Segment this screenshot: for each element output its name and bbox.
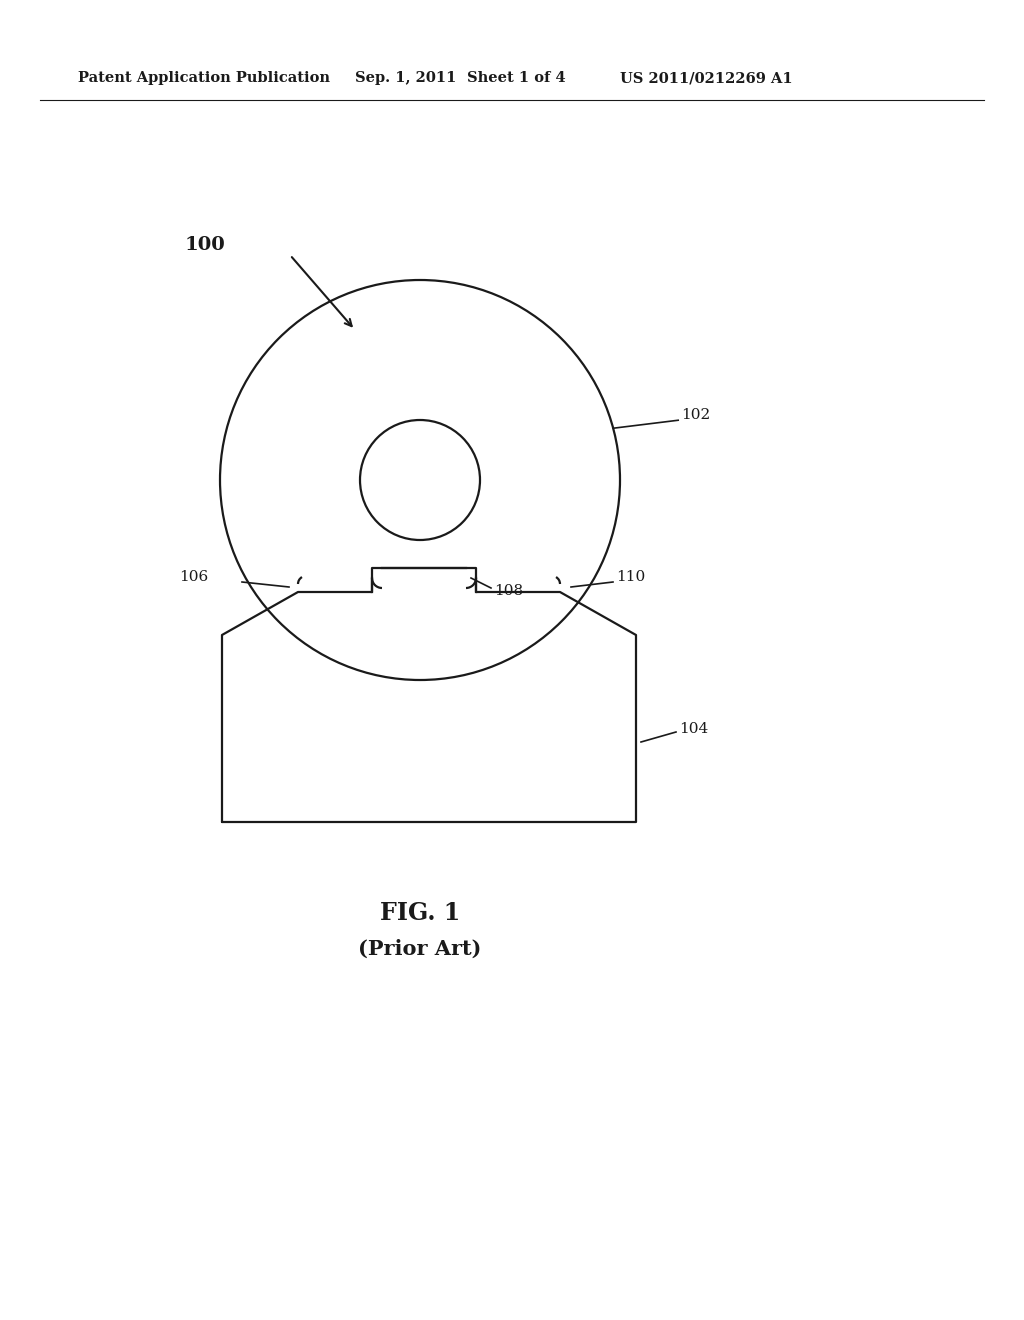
Text: US 2011/0212269 A1: US 2011/0212269 A1 (620, 71, 793, 84)
Text: 110: 110 (616, 570, 645, 583)
Text: Sep. 1, 2011: Sep. 1, 2011 (355, 71, 457, 84)
Text: FIG. 1: FIG. 1 (380, 902, 460, 925)
Text: Sheet 1 of 4: Sheet 1 of 4 (467, 71, 565, 84)
Text: 106: 106 (179, 570, 208, 583)
Text: 108: 108 (494, 583, 523, 598)
Text: 104: 104 (679, 722, 709, 737)
Text: Patent Application Publication: Patent Application Publication (78, 71, 330, 84)
Text: (Prior Art): (Prior Art) (358, 939, 481, 960)
Text: 100: 100 (185, 236, 225, 253)
Text: 102: 102 (681, 408, 711, 422)
